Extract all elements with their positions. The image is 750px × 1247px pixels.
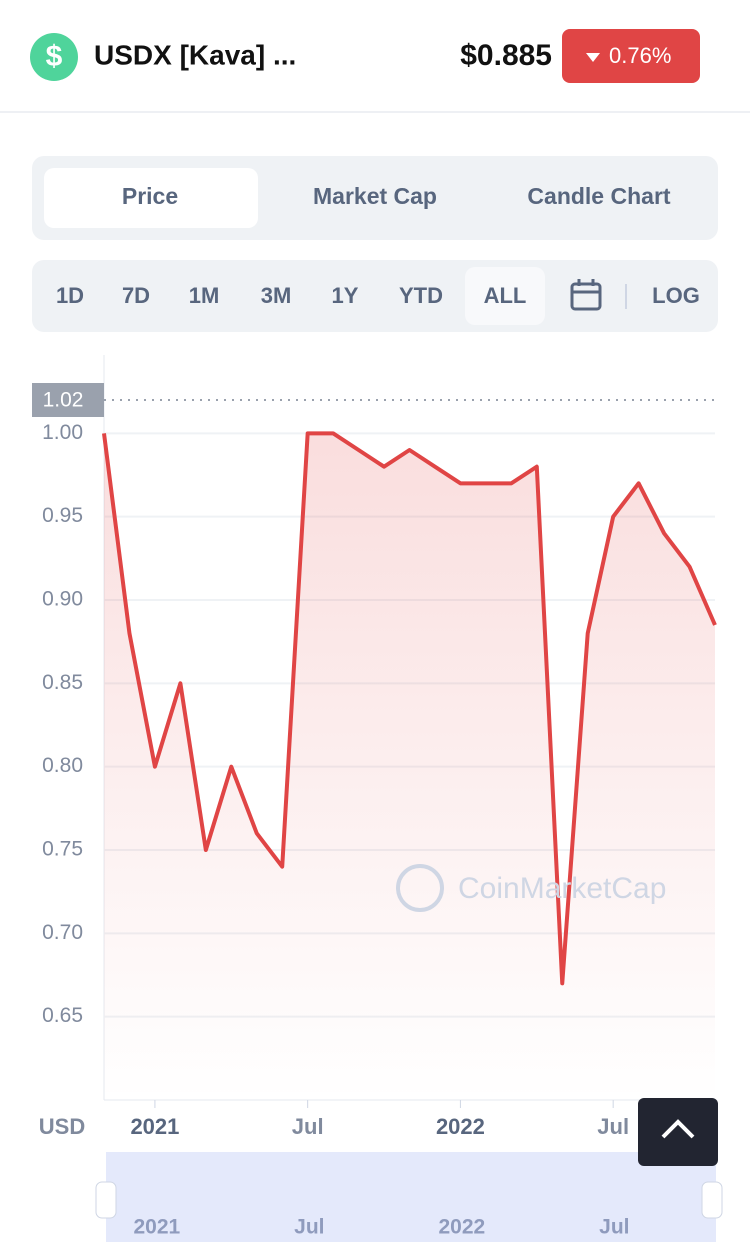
navigator-tick-label: 2021 <box>133 1216 180 1239</box>
range-option[interactable]: 1D <box>56 283 84 308</box>
y-tick-label: 0.90 <box>42 588 83 611</box>
tab[interactable]: Price <box>122 183 178 209</box>
navigator-handle-right[interactable] <box>701 1181 723 1219</box>
tab[interactable]: Candle Chart <box>527 183 670 209</box>
y-tick-label: 0.85 <box>42 671 83 694</box>
x-tick-label: 2022 <box>436 1114 485 1139</box>
watermark: CoinMarketCap <box>458 872 666 905</box>
x-tick-label: 2021 <box>130 1114 179 1139</box>
max-label-bg <box>32 383 104 417</box>
y-tick-label: 0.70 <box>42 921 83 944</box>
navigator-tick-label: Jul <box>294 1216 324 1239</box>
calendar-icon[interactable] <box>570 279 602 311</box>
price-area <box>104 433 715 1100</box>
coin-name: USDX [Kava] ... <box>94 39 296 70</box>
range-option[interactable]: YTD <box>399 283 443 308</box>
scroll-top-icon <box>661 1119 695 1139</box>
range-bar <box>32 260 718 332</box>
price-line <box>102 431 717 986</box>
y-tick-label: 0.95 <box>42 504 83 527</box>
y-tick-label: 1.00 <box>42 421 83 444</box>
tab-active[interactable] <box>44 168 258 228</box>
x-tick-label: Jul <box>597 1114 629 1139</box>
range-option[interactable]: 1Y <box>332 283 359 308</box>
price: $0.885 <box>460 39 552 72</box>
change-badge <box>562 29 700 83</box>
watermark-logo <box>396 864 444 912</box>
navigator-tick-label: Jul <box>599 1216 629 1239</box>
tab[interactable]: Market Cap <box>313 183 437 209</box>
range-option[interactable]: ALL <box>484 283 527 308</box>
y-tick-label: 0.80 <box>42 754 83 777</box>
currency-label: USD <box>39 1114 85 1139</box>
coin-icon <box>30 33 78 81</box>
y-tick-label: 0.65 <box>42 1004 83 1027</box>
coin-icon-symbol: $ <box>46 40 63 73</box>
range-option[interactable]: 7D <box>122 283 150 308</box>
navigator-tick-label: 2022 <box>438 1216 485 1239</box>
scroll-top-button[interactable] <box>638 1098 718 1166</box>
log-toggle[interactable]: LOG <box>652 283 700 308</box>
range-option[interactable]: 3M <box>261 283 292 308</box>
range-active[interactable] <box>465 267 545 325</box>
navigator[interactable] <box>106 1152 716 1242</box>
y-tick-label: 0.75 <box>42 838 83 861</box>
max-label: 1.02 <box>43 389 84 412</box>
range-option[interactable]: 1M <box>189 283 220 308</box>
navigator-handle-left[interactable] <box>95 1181 117 1219</box>
down-arrow <box>586 53 600 62</box>
change: 0.76% <box>609 43 671 68</box>
x-tick-label: Jul <box>292 1114 324 1139</box>
